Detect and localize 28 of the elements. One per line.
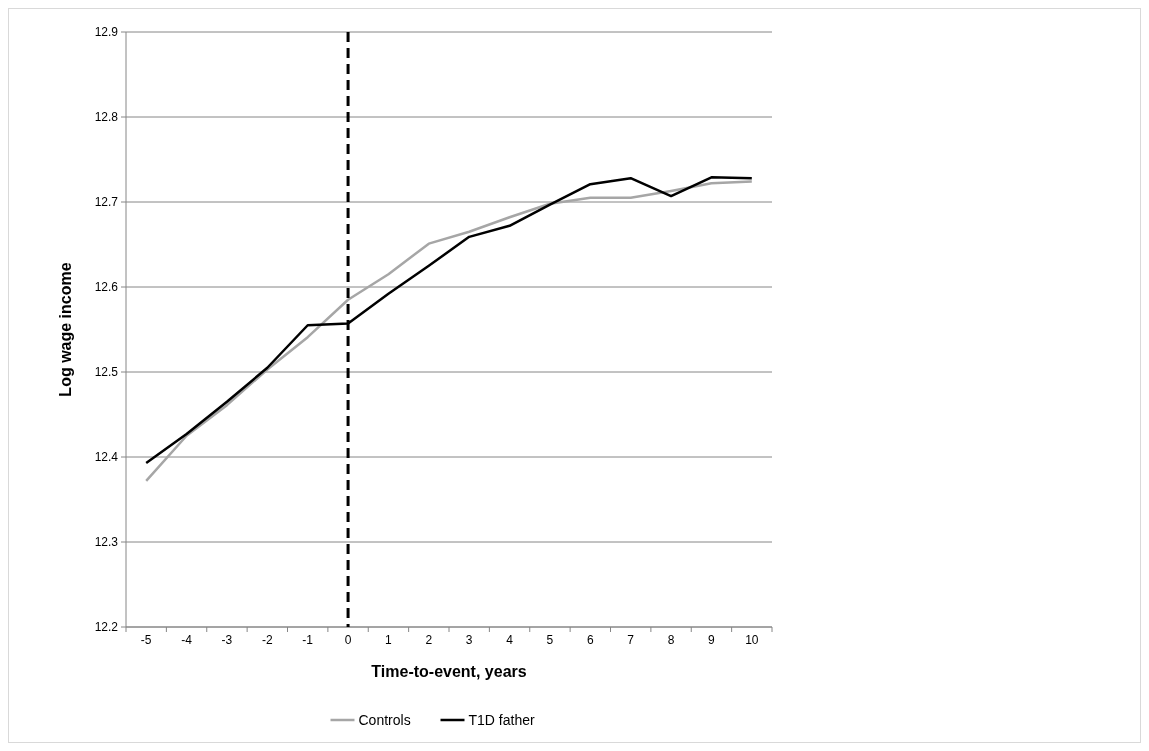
x-tick-label: 2 (425, 633, 433, 647)
x-tick-label: -5 (140, 633, 152, 647)
y-tick-label: 12.4 (94, 450, 119, 465)
x-tick-label: 7 (627, 633, 635, 647)
y-axis-title: Log wage income (57, 262, 74, 397)
x-tick-label: 9 (708, 633, 716, 647)
x-tick-label: 4 (506, 633, 514, 647)
legend-label: Controls (358, 711, 411, 728)
x-tick-label: -1 (302, 633, 314, 647)
x-tick-label: 5 (546, 633, 554, 647)
x-axis-title: Time-to-event, years (371, 663, 527, 680)
legend-label: T1D father (468, 711, 535, 728)
x-tick-label: 8 (667, 633, 675, 647)
y-tick-label: 12.9 (94, 25, 119, 40)
y-tick-label: 12.5 (94, 365, 119, 380)
x-tick-label: -2 (261, 633, 273, 647)
x-tick-label: 3 (465, 633, 473, 647)
y-tick-label: 12.8 (94, 110, 119, 125)
x-tick-label: -3 (221, 633, 233, 647)
x-tick-label: 0 (344, 633, 352, 647)
y-tick-label: 12.2 (94, 620, 119, 635)
y-tick-label: 12.6 (94, 280, 119, 295)
y-tick-label: 12.3 (94, 535, 119, 550)
y-tick-label: 12.7 (94, 195, 119, 210)
x-tick-label: -4 (181, 633, 193, 647)
x-tick-label: 6 (586, 633, 594, 647)
x-tick-label: 1 (385, 633, 393, 647)
x-tick-label: 10 (745, 633, 759, 647)
